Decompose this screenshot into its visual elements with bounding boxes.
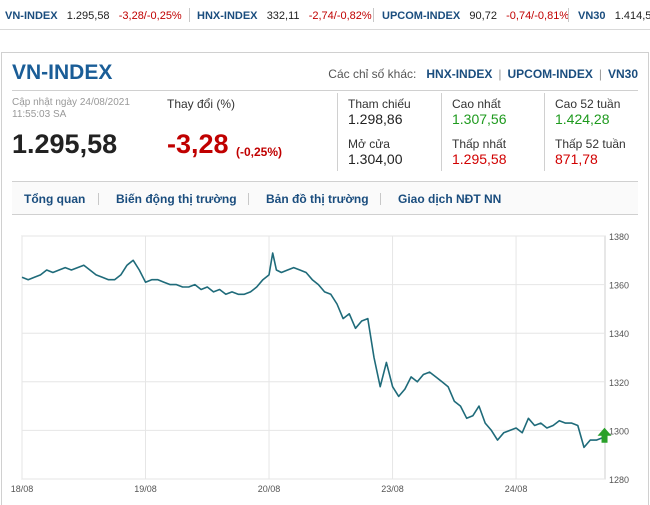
high-52w-value: 1.424,28: [555, 111, 610, 127]
plot-area: [22, 236, 605, 479]
ticker-item[interactable]: HNX-INDEX 332,11 -2,74/-0,82%: [197, 10, 372, 22]
ticker-divider: [373, 8, 374, 22]
stats-divider: [544, 93, 545, 171]
ticker-value: 90,72: [469, 10, 497, 22]
ticker-item[interactable]: VN-INDEX 1.295,58 -3,28/-0,25%: [5, 10, 182, 22]
y-tick-label: 1320: [609, 378, 629, 388]
link-vn30[interactable]: VN30: [608, 67, 638, 81]
reference-value: 1.298,86: [348, 111, 403, 127]
change-value: -3,28: [167, 129, 229, 160]
index-ticker-bar: VN-INDEX 1.295,58 -3,28/-0,25% HNX-INDEX…: [0, 0, 650, 30]
high-value: 1.307,56: [452, 111, 507, 127]
x-tick-label: 24/08: [505, 484, 528, 494]
low-label: Thấp nhất: [452, 137, 506, 151]
tab-foreign-trading[interactable]: Giao dịch NĐT NN: [398, 192, 501, 206]
ticker-name[interactable]: VN-INDEX: [5, 10, 58, 22]
stats-divider: [441, 93, 442, 171]
change-percent: (-0,25%): [236, 145, 282, 159]
y-tick-label: 1300: [609, 426, 629, 436]
ticker-item[interactable]: UPCOM-INDEX 90,72 -0,74/-0,81%: [382, 10, 569, 22]
ticker-value: 332,11: [267, 10, 300, 22]
ticker-change: -0,74/-0,81%: [506, 10, 569, 22]
tab-market-map[interactable]: Bản đồ thị trường: [266, 192, 369, 206]
ticker-divider: [568, 8, 569, 22]
y-tick-label: 1380: [609, 232, 629, 242]
tab-divider: [98, 193, 99, 205]
ticker-value: 1.414,5: [615, 10, 650, 22]
ticker-name[interactable]: UPCOM-INDEX: [382, 10, 460, 22]
chart-x-axis: 18/08 19/08 20/08 23/08 24/08: [11, 484, 528, 494]
ticker-name[interactable]: HNX-INDEX: [197, 10, 258, 22]
ticker-item[interactable]: VN30 1.414,5: [578, 10, 650, 22]
current-price: 1.295,58: [12, 129, 117, 160]
low-value: 1.295,58: [452, 151, 507, 167]
stats-divider: [337, 93, 338, 171]
tab-market-movement[interactable]: Biến động thị trường: [116, 192, 237, 206]
y-tick-label: 1340: [609, 329, 629, 339]
chart-y-axis: 1280 1300 1320 1340 1360 1380: [609, 232, 629, 485]
tab-divider: [380, 193, 381, 205]
updated-time: 11:55:03 SA: [12, 109, 130, 121]
link-hnx-index[interactable]: HNX-INDEX: [426, 67, 492, 81]
open-value: 1.304,00: [348, 151, 403, 167]
ticker-change: -2,74/-0,82%: [309, 10, 372, 22]
tab-bar: Tổng quan Biến động thị trường Bản đồ th…: [12, 181, 638, 215]
other-indices-nav: Các chỉ số khác: HNX-INDEX | UPCOM-INDEX | V…: [328, 67, 638, 81]
reference-label: Tham chiếu: [348, 97, 411, 111]
other-indices-label: Các chỉ số khác:: [328, 67, 416, 81]
updated-date: Cập nhật ngày 24/08/2021: [12, 97, 130, 109]
tab-divider: [248, 193, 249, 205]
open-label: Mở cửa: [348, 137, 390, 151]
page-title: VN-INDEX: [12, 61, 112, 85]
header-divider: [12, 90, 638, 91]
x-tick-label: 18/08: [11, 484, 34, 494]
change-label: Thay đổi (%): [167, 97, 235, 111]
x-tick-label: 19/08: [134, 484, 157, 494]
ticker-divider: [189, 8, 190, 22]
ticker-value: 1.295,58: [67, 10, 110, 22]
link-upcom-index[interactable]: UPCOM-INDEX: [508, 67, 593, 81]
high-52w-label: Cao 52 tuần: [555, 97, 620, 111]
tab-overview[interactable]: Tổng quan: [24, 192, 85, 206]
last-updated: Cập nhật ngày 24/08/2021 11:55:03 SA: [12, 97, 130, 121]
x-tick-label: 20/08: [258, 484, 281, 494]
vnindex-series-line: [22, 253, 603, 447]
ticker-name[interactable]: VN30: [578, 10, 606, 22]
y-tick-label: 1360: [609, 281, 629, 291]
chart-grid: [22, 236, 605, 479]
low-52w-label: Thấp 52 tuần: [555, 137, 626, 151]
x-tick-label: 23/08: [381, 484, 404, 494]
y-tick-label: 1280: [609, 475, 629, 485]
low-52w-value: 871,78: [555, 151, 598, 167]
index-line-chart: 1280 1300 1320 1340 1360 1380 18/08 19/08 20/08…: [0, 226, 650, 505]
ticker-change: -3,28/-0,25%: [119, 10, 182, 22]
chart-series: [22, 253, 603, 447]
high-label: Cao nhất: [452, 97, 501, 111]
